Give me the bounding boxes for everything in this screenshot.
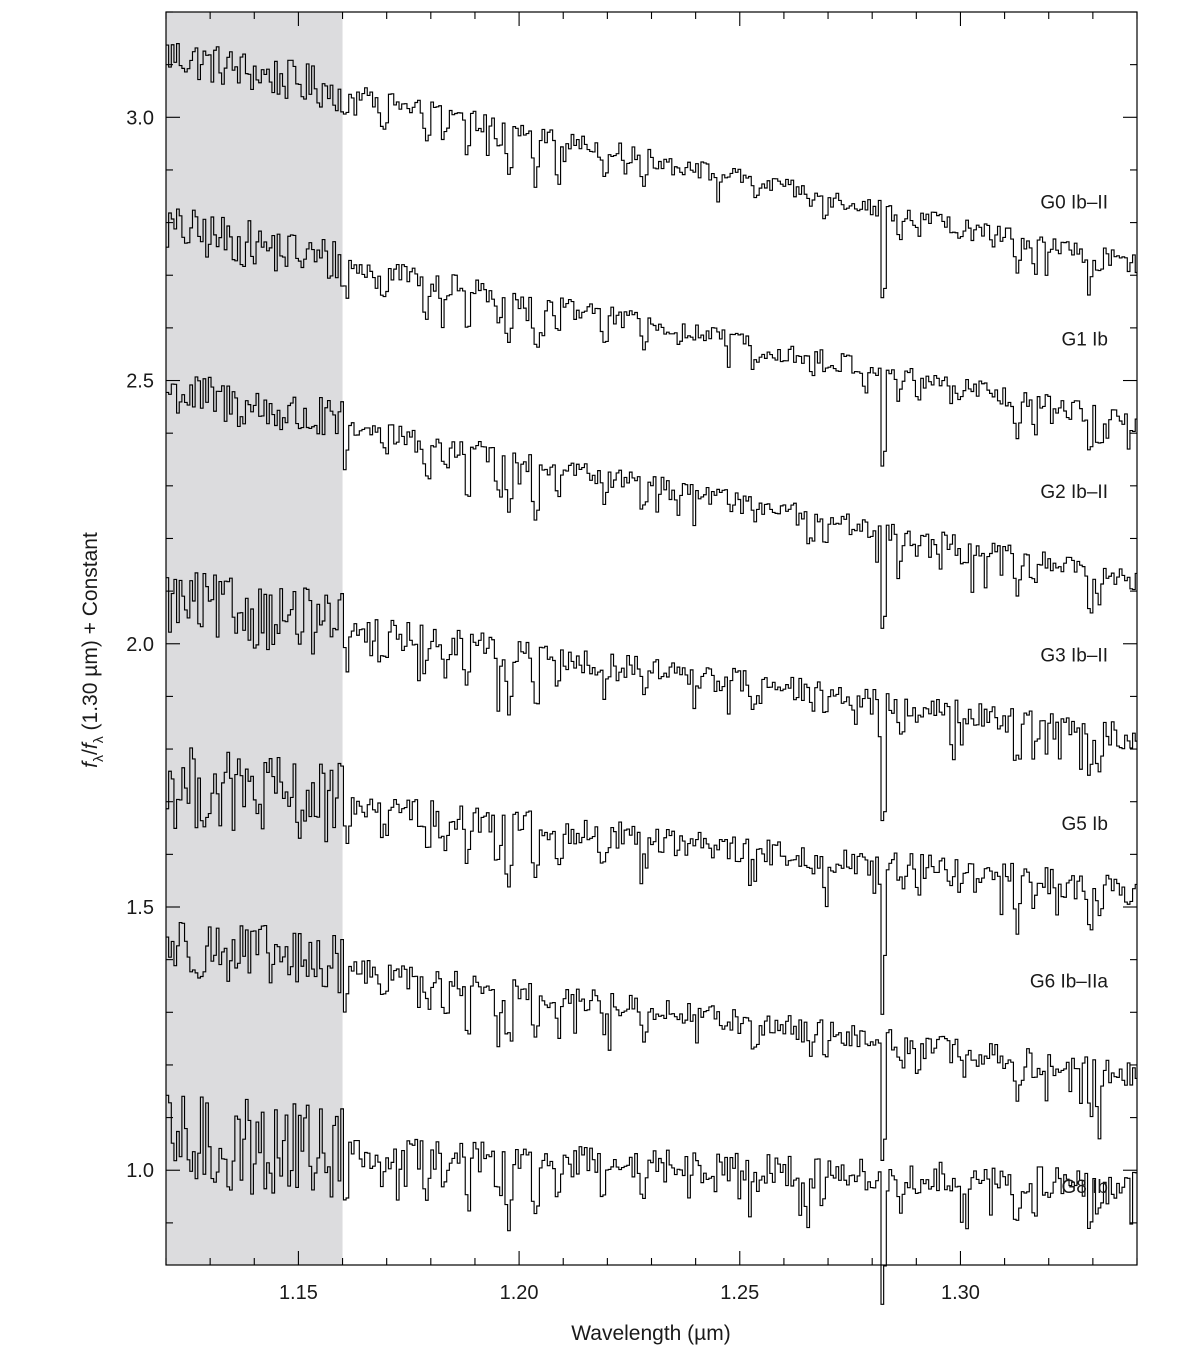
spectrum-line: [166, 1094, 1137, 1305]
y-tick-label: 2.0: [126, 634, 154, 656]
x-tick-label: 1.20: [500, 1282, 539, 1304]
spectra-series-group: [166, 43, 1137, 1305]
spectrum-line: [166, 747, 1137, 1015]
shaded-region: [166, 12, 343, 1265]
plot-frame: [165, 11, 1138, 1266]
y-axis-label-f2: f: [79, 741, 102, 749]
series-label: G0 Ib–II: [1040, 193, 1108, 214]
y-axis-label-sub2: λ: [90, 736, 106, 743]
y-axis-label-f1: f: [79, 760, 102, 768]
spectrum-line: [166, 208, 1137, 467]
series-label: G5 Ib: [1062, 814, 1108, 835]
y-tick-label: 3.0: [126, 107, 154, 129]
y-tick-label: 1.5: [126, 897, 154, 919]
spectrum-line: [166, 376, 1137, 629]
x-tick-label: 1.25: [720, 1282, 759, 1304]
series-label: G2 Ib–II: [1040, 482, 1108, 503]
y-axis-label-slash: /: [79, 749, 102, 755]
spectrum-line: [166, 922, 1137, 1161]
series-labels-group: G0 Ib–II G1 Ib G2 Ib–II G3 Ib–II G5 Ib G6 Ib–…: [1030, 193, 1109, 1199]
series-label: G3 Ib–II: [1040, 645, 1108, 666]
series-label: G1 Ib: [1062, 329, 1108, 350]
y-axis-label-sub1: λ: [90, 755, 106, 762]
series-label: G6 Ib–IIa: [1030, 972, 1109, 993]
y-tick-label: 1.0: [126, 1160, 154, 1182]
y-tick-label: 2.5: [126, 371, 154, 393]
y-axis-label-rest: (1.30 µm) + Constant: [79, 532, 102, 736]
spectrum-line: [166, 572, 1137, 822]
series-label: G8 Ib: [1062, 1177, 1108, 1198]
y-axis-label: fλ/fλ (1.30 µm) + Constant: [79, 532, 106, 768]
x-tick-label: 1.15: [279, 1282, 318, 1304]
tick-labels-group: 1.15 1.20 1.25 1.30 1.0 1.5 2.0 2.5 3.0: [126, 107, 980, 1304]
x-tick-label: 1.30: [941, 1282, 980, 1304]
spectrum-line: [166, 43, 1137, 299]
axis-ticks-group: [165, 11, 1138, 1265]
x-axis-label: Wavelength (µm): [571, 1322, 731, 1345]
